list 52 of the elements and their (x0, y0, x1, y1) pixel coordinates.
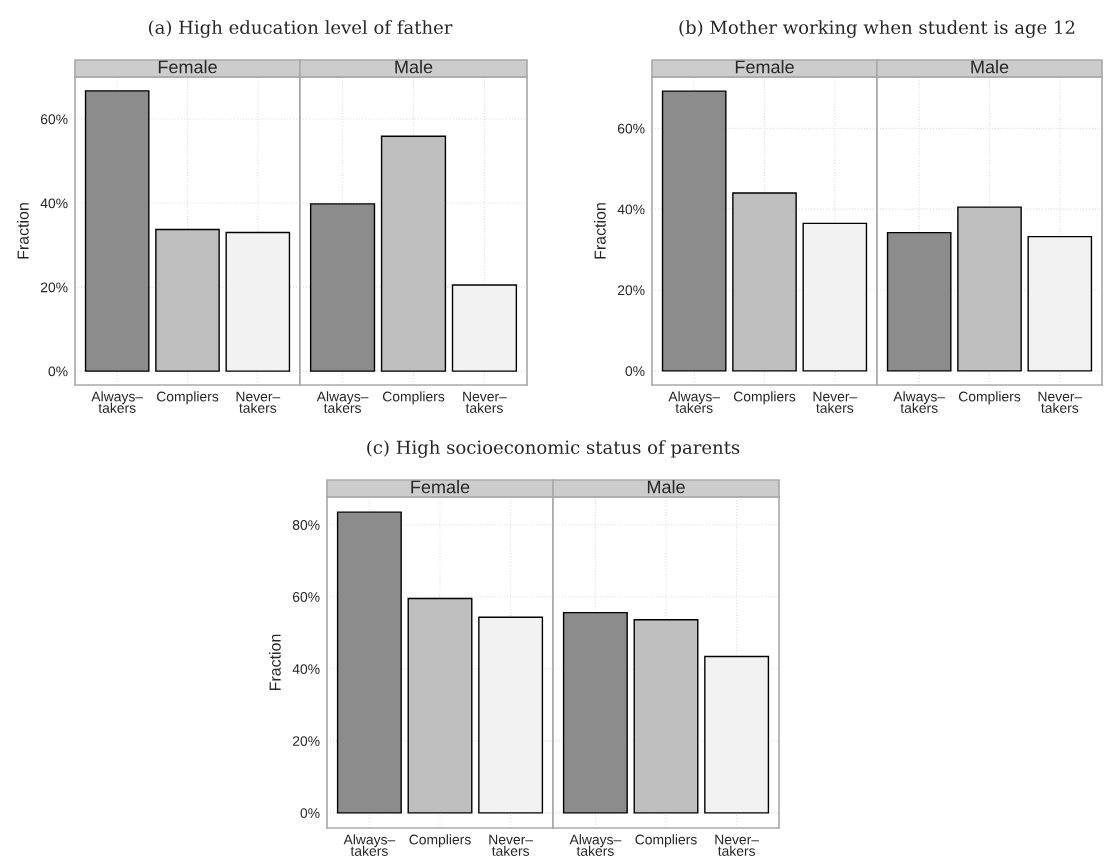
bar (732, 192, 797, 372)
bar (661, 90, 727, 372)
y-tick-label: 0% (300, 808, 320, 819)
x-tick-label: Never– takers (715, 834, 760, 856)
bar (336, 511, 402, 814)
text: (c) High socioeconomic status of parents (367, 440, 740, 458)
bar (155, 228, 220, 372)
x-tick-label: Always– takers (668, 391, 721, 413)
chart-title: Female (735, 60, 794, 74)
y-tick-label: 40% (617, 204, 645, 215)
x-tick-label: Never– takers (236, 391, 281, 413)
y-tick-label: 20% (617, 285, 645, 296)
bar (407, 597, 473, 814)
y-axis-title: Fraction (17, 203, 29, 259)
y-tick-label: 20% (40, 282, 68, 293)
chart-title: Male (647, 480, 685, 494)
bar (84, 90, 150, 372)
y-axis-title: Fraction (269, 634, 281, 691)
bar (478, 616, 544, 814)
y-tick-label: 40% (40, 198, 68, 209)
x-tick-label: Always– takers (91, 391, 144, 413)
y-tick-label: 80% (292, 520, 320, 530)
x-tick-label: Always– takers (893, 391, 946, 413)
x-tick-label: Never– takers (489, 834, 534, 856)
x-tick-label: Always– takers (569, 834, 622, 856)
bar (802, 222, 868, 372)
x-tick-label: Never– takers (463, 391, 507, 413)
y-tick-label: 20% (292, 736, 320, 747)
y-tick-label: 60% (292, 592, 320, 602)
x-tick-label: Compliers (733, 391, 796, 405)
y-tick-label: 0% (48, 366, 68, 377)
x-tick-label: Compliers (409, 834, 471, 848)
x-tick-label: Never– takers (1038, 391, 1083, 413)
chart-title: Male (971, 60, 1009, 74)
x-tick-label: Always– takers (316, 391, 369, 413)
text: (b) Mother working when student is age 12 (679, 20, 1075, 38)
x-tick-label: Compliers (382, 391, 445, 405)
chart-title: Female (158, 60, 217, 74)
x-tick-label: Compliers (156, 391, 219, 405)
x-tick-label: Never– takers (813, 391, 858, 413)
text: (a) High education level of father (149, 20, 453, 38)
bar (225, 231, 291, 372)
x-tick-label: Always– takers (343, 834, 396, 856)
y-tick-label: 60% (40, 114, 68, 125)
chart-title: Male (395, 60, 433, 74)
y-tick-label: 0% (625, 366, 645, 377)
y-tick-label: 60% (617, 123, 645, 134)
x-tick-label: Compliers (958, 391, 1021, 405)
y-axis-title: Fraction (594, 203, 606, 259)
x-tick-label: Compliers (635, 834, 697, 848)
chart-title: Female (411, 480, 470, 494)
y-tick-label: 40% (292, 664, 320, 674)
